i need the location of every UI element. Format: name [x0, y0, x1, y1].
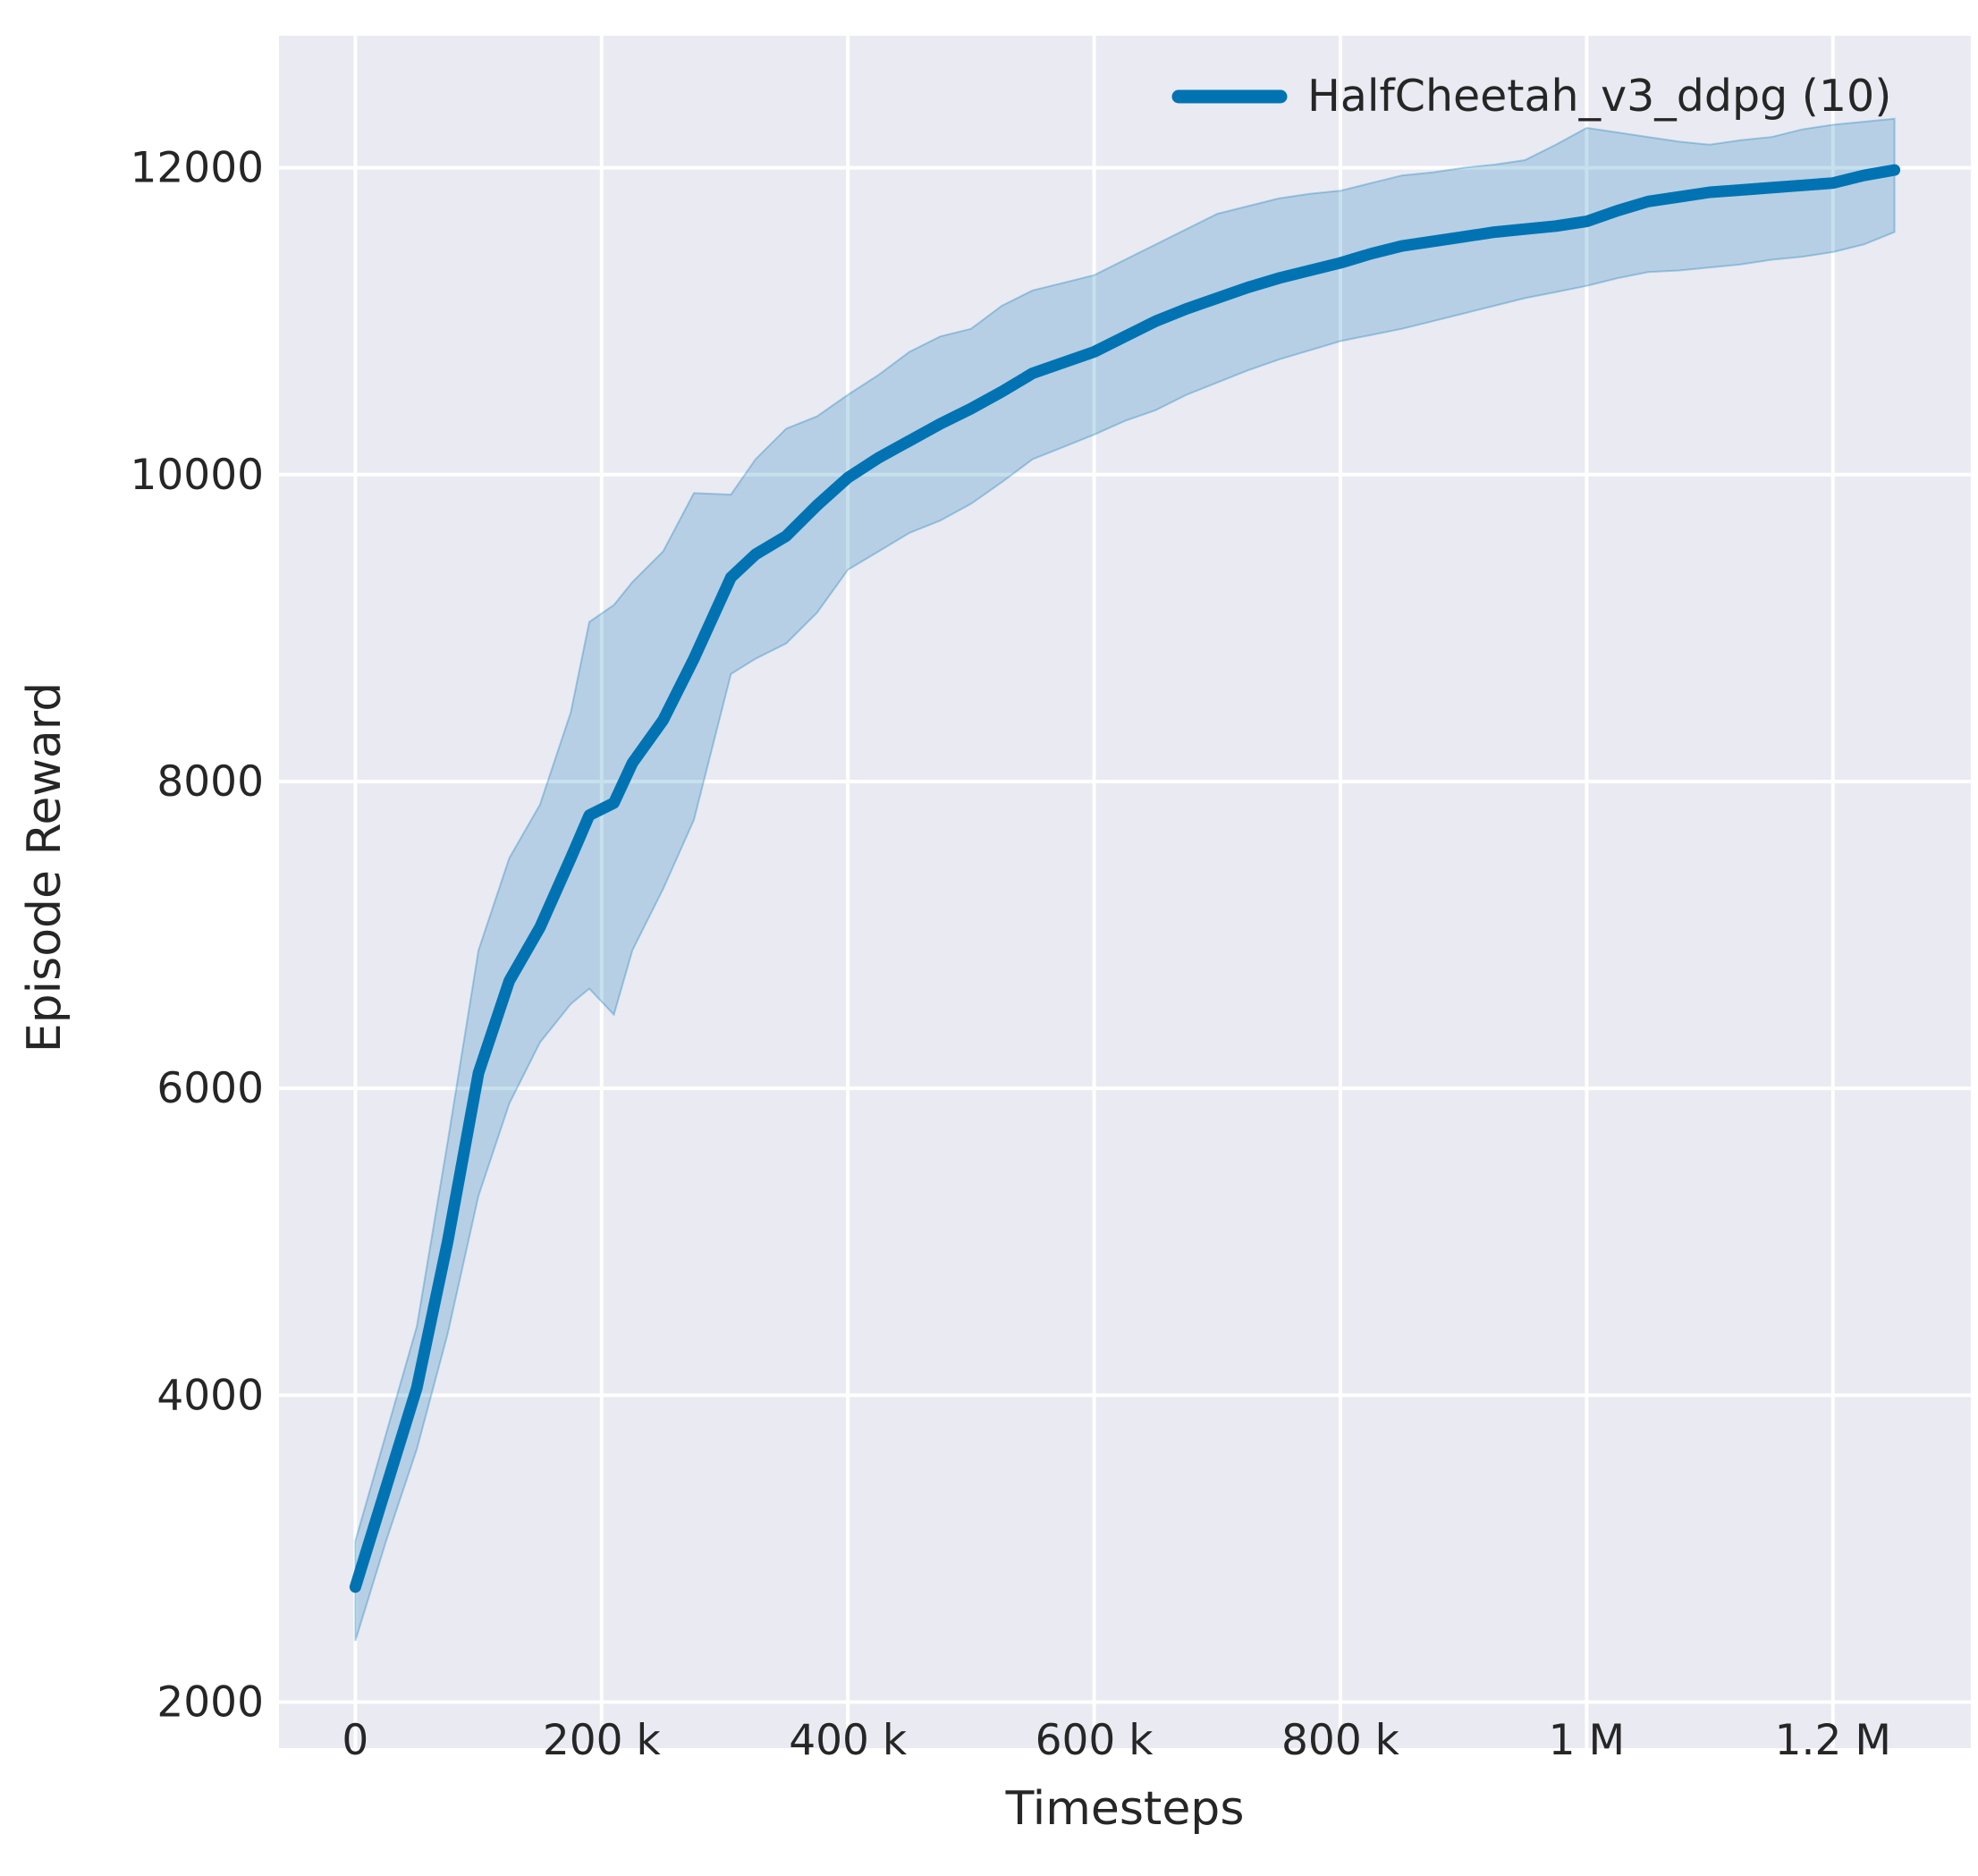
x-tick-label: 600 k: [1035, 1716, 1154, 1765]
y-tick-label: 2000: [156, 1678, 264, 1728]
grid-layer: [279, 36, 1971, 1748]
y-axis-title: Episode Reward: [18, 682, 72, 1052]
y-tick-label: 8000: [156, 757, 264, 807]
x-axis-title: Timesteps: [1005, 1782, 1245, 1836]
y-tick-label: 10000: [130, 451, 264, 500]
x-tick-label: 400 k: [789, 1716, 908, 1765]
legend-entry-label: HalfCheetah_v3_ddpg (10): [1307, 71, 1891, 122]
y-tick-label: 12000: [130, 144, 264, 193]
y-tick-label: 4000: [156, 1371, 264, 1420]
series-layer: [349, 117, 1901, 1642]
x-tick-labels: 0 200 k 400 k 600 k 800 k 1 M 1.2 M: [342, 1716, 1890, 1765]
y-tick-labels: 2000 4000 6000 8000 10000 12000: [130, 144, 264, 1728]
mean-line: [349, 164, 1901, 1593]
confidence-band: [354, 117, 1896, 1642]
x-tick-label: 200 k: [543, 1716, 662, 1765]
legend: HalfCheetah_v3_ddpg (10): [1171, 71, 1891, 122]
x-tick-label: 800 k: [1281, 1716, 1400, 1765]
x-tick-label: 1.2 M: [1775, 1716, 1891, 1765]
x-tick-label: 1 M: [1549, 1716, 1625, 1765]
y-tick-label: 6000: [156, 1064, 264, 1113]
x-tick-label: 0: [342, 1716, 368, 1765]
